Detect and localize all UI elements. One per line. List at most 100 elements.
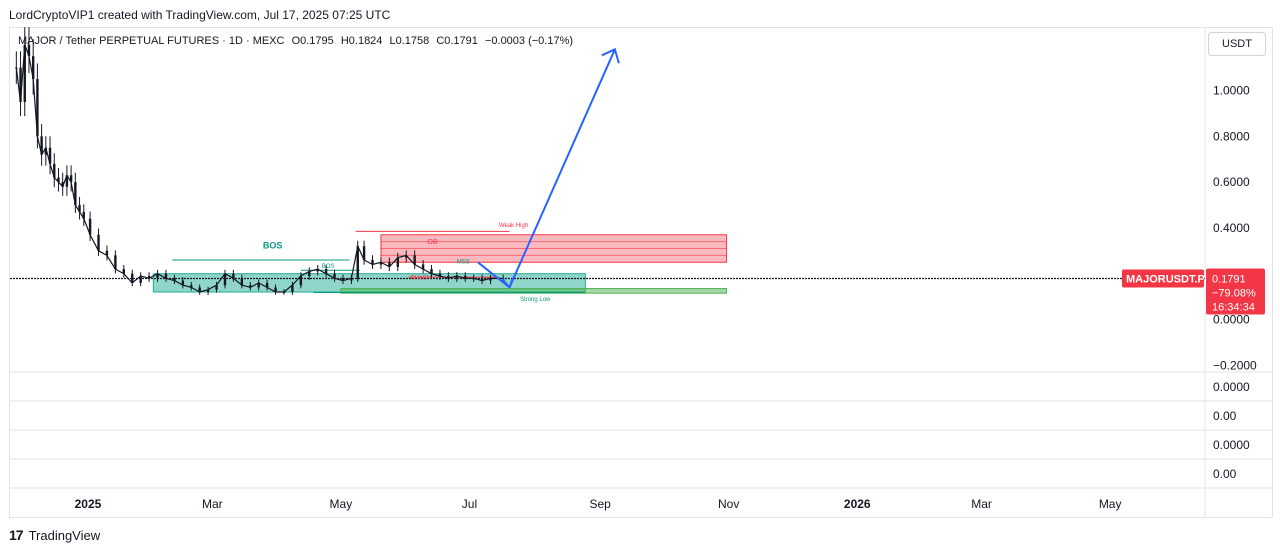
candle-body (371, 259, 374, 265)
candle-body (232, 273, 235, 279)
symbol-tag-bg (1122, 269, 1204, 288)
symbol-title: MAJOR / Tether PERPETUAL FUTURES · 1D · … (18, 35, 285, 47)
choch-label: CHoCH (410, 275, 431, 281)
candle-body (257, 282, 260, 288)
symbol-tag-name: MAJORUSDT.P (1126, 273, 1205, 285)
candle-body (249, 285, 252, 288)
candle-body (40, 136, 43, 155)
candle-body (455, 275, 459, 279)
currency-unit-button[interactable]: USDT (1208, 32, 1266, 56)
footer-brand[interactable]: 17 TradingView (9, 527, 100, 543)
candle-body (105, 250, 109, 256)
candle-body (388, 262, 391, 267)
y-tick-label: 0.8000 (1213, 129, 1250, 143)
candle-body (82, 211, 85, 219)
x-tick-label: 2026 (844, 497, 871, 511)
ohlc-high: H0.1824 (340, 35, 383, 47)
candle-body (173, 278, 176, 281)
candle-body (181, 280, 185, 286)
candle-body (396, 257, 399, 267)
x-tick-label: Mar (202, 497, 223, 511)
candle-body (164, 273, 168, 279)
candle-body (405, 255, 408, 258)
ob-label: -OB (425, 239, 438, 246)
y-tick-label: −0.2000 (1213, 358, 1257, 372)
candle-body (97, 234, 100, 251)
price-tag-price: 0.1791 (1212, 273, 1246, 285)
y-tick-label: 0.4000 (1213, 221, 1250, 235)
candle-body (19, 67, 22, 102)
candle-body (333, 273, 336, 279)
candle-body (299, 275, 303, 286)
candle-body (48, 147, 52, 164)
candle-body (198, 287, 201, 293)
candle-body (15, 67, 18, 69)
zone-2 (340, 288, 728, 294)
candle-body (291, 285, 294, 293)
footer-brand-label: TradingView (28, 527, 101, 543)
projection-arrowhead (601, 47, 620, 64)
sub-pane-label: 0.00 (1213, 467, 1237, 481)
candle-body (23, 44, 26, 102)
chart-frame (9, 27, 1273, 518)
sub-pane-label: 0.0000 (1213, 438, 1250, 452)
strong-low-label: Strong Low (520, 297, 551, 303)
candle-body (61, 182, 64, 187)
candle-body (341, 278, 345, 281)
bos-label: BOS (263, 241, 283, 251)
mss-label: MSS (457, 259, 470, 265)
candle-body (36, 79, 39, 137)
sub-pane-label: 0.00 (1213, 409, 1237, 423)
candle-body (57, 177, 60, 183)
weak-high-label: Weak High (499, 223, 528, 229)
ohlc-close: C0.1791 (436, 35, 478, 47)
candle-body (53, 163, 56, 178)
candle-body (31, 56, 35, 80)
projection-dip-head (501, 277, 514, 290)
candle-body (350, 278, 353, 281)
candle-body (114, 255, 117, 270)
x-tick-label: Jul (462, 497, 477, 511)
x-tick-label: Mar (971, 497, 992, 511)
candle-body (122, 269, 126, 274)
candle-body (147, 275, 151, 279)
candle-body (223, 273, 227, 286)
candle-body (131, 273, 134, 283)
x-tick-label: May (330, 497, 353, 511)
candle-body (44, 147, 48, 155)
candle-body (438, 273, 442, 276)
candle-body (316, 269, 319, 272)
ohlc-open: O0.1795 (291, 35, 334, 47)
bos-small-label: BOS (322, 264, 335, 270)
candle-body (74, 182, 77, 205)
candle-body (464, 275, 467, 279)
tradingview-logo-icon: 17 (9, 527, 24, 543)
candle-body (78, 205, 81, 212)
candle-body (69, 175, 73, 183)
x-tick-label: May (1099, 497, 1122, 511)
sub-pane-label: 0.0000 (1213, 380, 1250, 394)
candle-body (430, 269, 433, 274)
candle-body (480, 278, 484, 281)
candle-body (27, 44, 31, 57)
candle-body (356, 246, 359, 279)
price-tag-countdown: 16:34:34 (1212, 301, 1255, 313)
candle-body (413, 255, 416, 265)
candle-body (282, 292, 286, 294)
x-tick-label: Nov (718, 497, 739, 511)
ohlc-low: L0.1758 (389, 35, 430, 47)
candle-body (362, 246, 366, 260)
price-tag-change: −79.08% (1212, 287, 1256, 299)
x-tick-label: 2025 (75, 497, 102, 511)
candle-body (156, 273, 159, 279)
candle-body (190, 285, 193, 288)
candle-body (379, 262, 383, 265)
candle-body (447, 275, 450, 279)
candle-body (324, 269, 328, 274)
candle-body (489, 278, 492, 281)
y-tick-label: 0.6000 (1213, 175, 1250, 189)
candle-body (65, 175, 69, 187)
candle-body (139, 275, 142, 283)
candle-body (240, 278, 244, 286)
